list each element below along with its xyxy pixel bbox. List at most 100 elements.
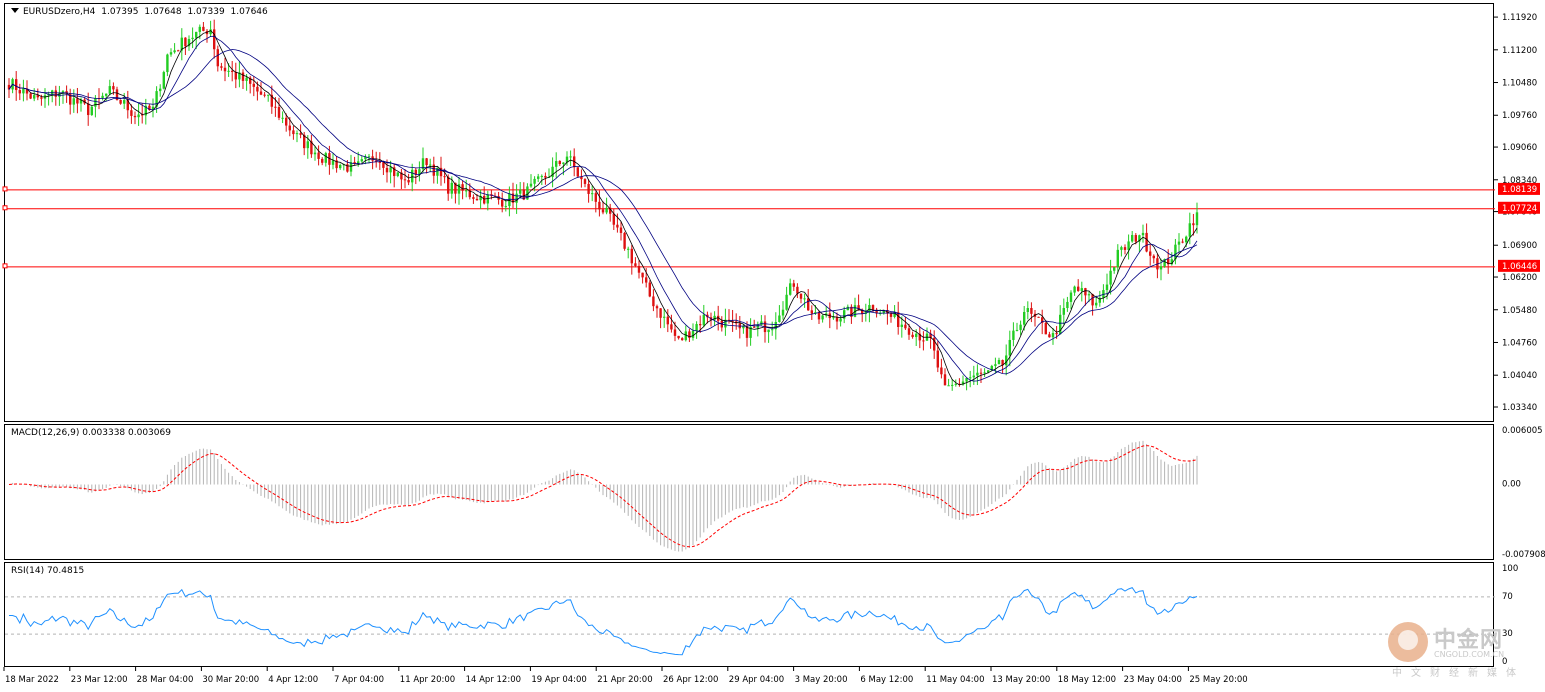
candle <box>1069 290 1073 310</box>
candle-body <box>684 331 687 341</box>
candle-body <box>1163 258 1166 267</box>
candle-body <box>922 340 925 342</box>
candle <box>130 104 133 124</box>
price-chart-pane[interactable]: EURUSDzero,H4 1.07395 1.07648 1.07339 1.… <box>4 3 1495 423</box>
macd-canvas[interactable] <box>5 425 1495 561</box>
candle-body <box>112 86 115 90</box>
candle-body <box>695 324 698 331</box>
candle <box>270 85 273 114</box>
candle <box>749 318 752 346</box>
candle-body <box>947 385 950 387</box>
low-value: 1.07339 <box>187 7 225 17</box>
candle-body <box>245 77 248 81</box>
candle-body <box>414 169 417 175</box>
candle-body <box>313 152 317 155</box>
candle <box>562 162 565 176</box>
candle-body <box>821 315 824 320</box>
candle-body <box>411 169 414 183</box>
time-tick-label: 21 Apr 20:00 <box>597 675 652 685</box>
candle-body <box>1073 286 1076 293</box>
macd-title: MACD(12,26,9) 0.003338 0.003069 <box>11 428 171 438</box>
candle <box>778 305 781 323</box>
candle <box>637 260 641 279</box>
candle <box>555 152 558 178</box>
candle-body <box>670 324 673 330</box>
candle <box>911 331 914 339</box>
candle <box>965 377 968 391</box>
candle <box>688 328 691 342</box>
rsi-line <box>9 586 1198 656</box>
candle <box>929 329 932 349</box>
candle <box>292 126 295 140</box>
candle-body <box>378 162 381 164</box>
time-tick-label: 18 Mar 2022 <box>5 675 59 685</box>
candle <box>313 145 317 161</box>
time-tick-label: 14 Apr 12:00 <box>466 675 521 685</box>
candle <box>90 106 93 116</box>
candle <box>745 321 749 347</box>
macd-tick-label: 0.00 <box>1502 480 1521 490</box>
candle-body <box>1037 316 1040 318</box>
price-chart-canvas[interactable] <box>5 4 1495 423</box>
candle-body <box>249 77 252 84</box>
candle-body <box>753 326 756 328</box>
candle-body <box>673 329 677 336</box>
candle <box>817 310 821 325</box>
candle-body <box>317 152 320 159</box>
rsi-tick-label: 100 <box>1502 564 1518 574</box>
candle-body <box>1026 308 1029 312</box>
candle <box>1015 322 1019 332</box>
candle-body <box>231 70 234 72</box>
candle-body <box>645 277 648 283</box>
candle <box>223 57 227 82</box>
dropdown-triangle-icon[interactable] <box>11 8 19 13</box>
candle-body <box>443 176 446 178</box>
candle-body <box>688 331 691 338</box>
candle-body <box>1012 330 1015 340</box>
candle <box>414 167 417 185</box>
candle-body <box>803 298 806 300</box>
candle-body <box>987 370 990 373</box>
candle <box>385 159 389 183</box>
candle <box>691 323 695 341</box>
logo-inner-icon <box>1398 630 1418 650</box>
candle-body <box>173 50 176 53</box>
candle <box>72 89 75 113</box>
candle-body <box>439 167 443 177</box>
candle-body <box>281 117 284 119</box>
rsi-indicator-pane[interactable]: RSI(14) 70.4815 <box>4 562 1495 668</box>
candle-body <box>105 93 108 96</box>
candle-body <box>918 333 921 341</box>
candle-body <box>1044 322 1047 335</box>
candle <box>951 379 954 391</box>
rsi-canvas[interactable] <box>5 563 1495 668</box>
candle-body <box>655 306 659 309</box>
candle <box>969 370 972 388</box>
candle <box>137 103 140 126</box>
candle-body <box>1167 258 1170 265</box>
candle-body <box>1059 314 1062 335</box>
candle-body <box>814 312 817 314</box>
candle <box>594 191 597 213</box>
candle-body <box>569 156 572 158</box>
time-tick-label: 23 May 04:00 <box>1124 675 1182 685</box>
candle <box>789 278 792 296</box>
candle-body <box>612 213 615 225</box>
candle-body <box>69 93 72 105</box>
candle <box>1181 238 1184 244</box>
candle-body <box>619 227 623 233</box>
candle-body <box>915 333 918 338</box>
candle <box>612 208 615 230</box>
candle <box>483 186 486 205</box>
candle <box>724 308 727 336</box>
candle <box>609 203 612 222</box>
candle-body <box>403 179 407 181</box>
candle-body <box>1062 308 1065 315</box>
macd-indicator-pane[interactable]: MACD(12,26,9) 0.003338 0.003069 <box>4 424 1494 560</box>
candle-body <box>526 186 529 200</box>
candle-body <box>252 83 255 87</box>
candle-body <box>796 286 799 294</box>
candle-body <box>1069 292 1073 302</box>
candle-body <box>702 314 705 326</box>
candle <box>436 167 439 184</box>
